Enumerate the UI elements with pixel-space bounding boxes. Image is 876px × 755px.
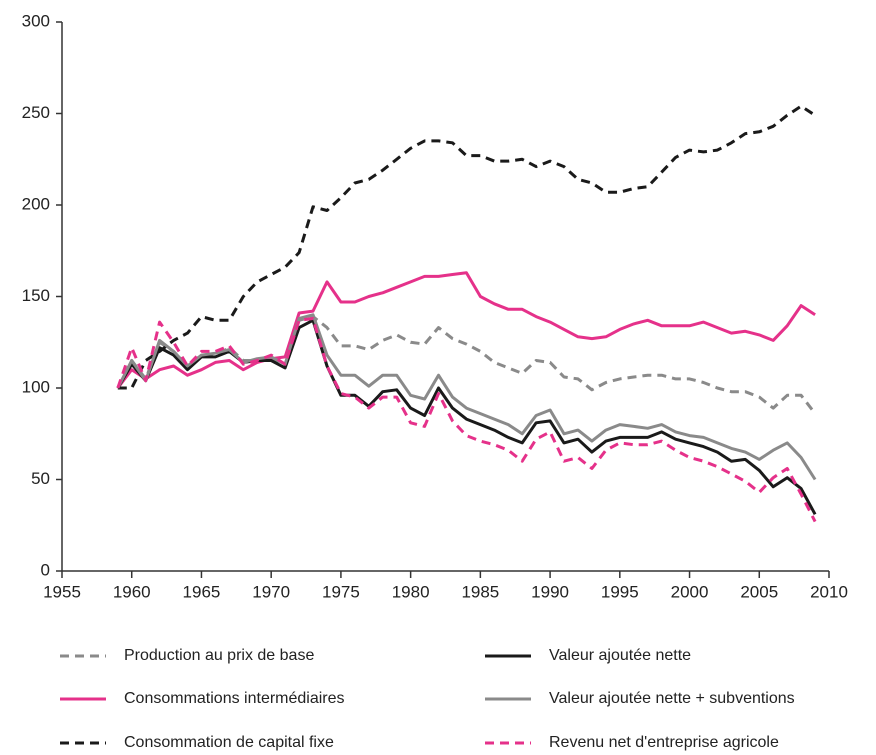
series-line — [117, 104, 816, 390]
x-tick-label: 2010 — [810, 582, 848, 601]
series-line — [116, 315, 817, 415]
legend-text: Revenu net d'entreprise agricole — [549, 734, 779, 751]
x-tick-label: 1975 — [322, 582, 360, 601]
y-tick-label: 200 — [22, 194, 50, 213]
x-tick-label: 2000 — [671, 582, 709, 601]
x-tick-label: 1990 — [531, 582, 569, 601]
x-tick-label: 1955 — [43, 582, 81, 601]
y-tick-label: 250 — [22, 103, 50, 122]
legend-text: Valeur ajoutée nette — [549, 647, 691, 664]
series-line — [116, 271, 816, 389]
x-tick-label: 1985 — [461, 582, 499, 601]
y-tick-label: 300 — [22, 11, 50, 30]
x-tick-label: 2005 — [740, 582, 778, 601]
y-tick-label: 100 — [22, 377, 50, 396]
series-line — [116, 317, 817, 523]
y-tick-label: 50 — [31, 469, 50, 488]
y-tick-label: 150 — [22, 286, 50, 305]
x-tick-label: 1995 — [601, 582, 639, 601]
series-line — [116, 313, 817, 481]
legend-text: Production au prix de base — [124, 647, 314, 664]
x-tick-label: 1980 — [392, 582, 430, 601]
x-tick-label: 1960 — [113, 582, 151, 601]
x-tick-label: 1965 — [183, 582, 221, 601]
legend-text: Consommations intermédiaires — [124, 690, 345, 707]
y-tick-label: 0 — [41, 560, 50, 579]
x-tick-label: 1970 — [252, 582, 290, 601]
legend-text: Valeur ajoutée nette + subventions — [549, 690, 795, 707]
legend-text: Consommation de capital fixe — [124, 734, 334, 751]
